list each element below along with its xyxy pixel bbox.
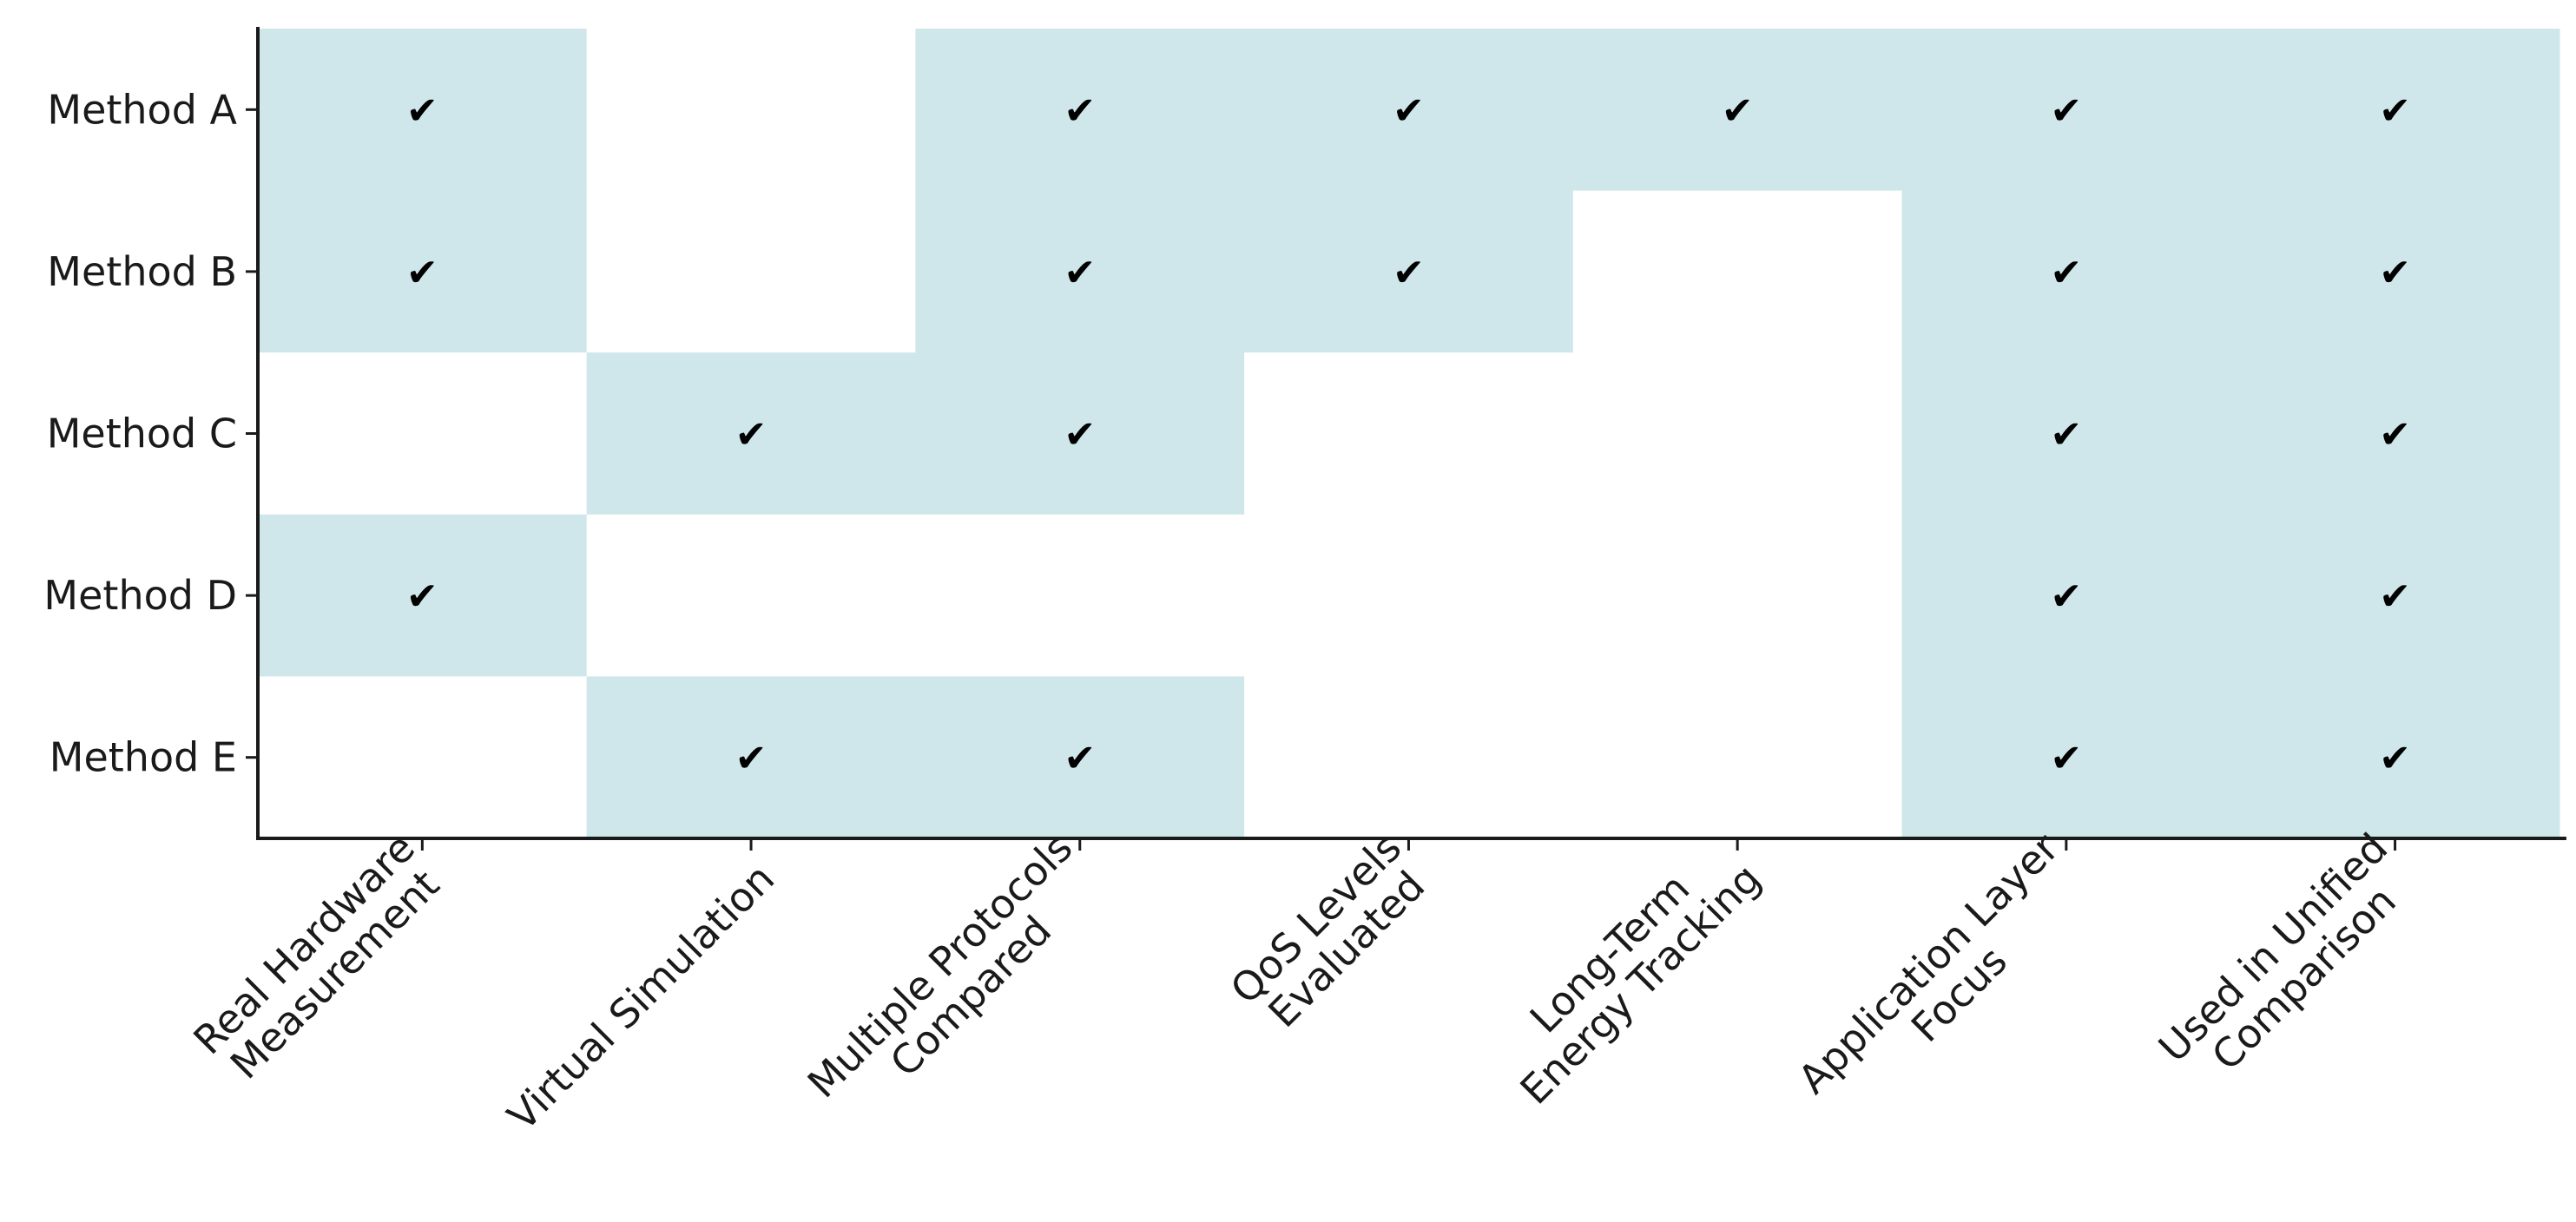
check-mark: ✔ (406, 251, 438, 295)
check-mark: ✔ (1722, 89, 1754, 133)
heatmap-cell (586, 29, 916, 192)
heatmap-cell (1244, 514, 1574, 677)
heatmap-cell (915, 676, 1245, 839)
check-mark: ✔ (1393, 89, 1425, 133)
heatmap-cell (1244, 29, 1574, 192)
heatmap-cell (1244, 352, 1574, 516)
check-mark: ✔ (406, 575, 438, 619)
column-label-line: Virtual Simulation (498, 855, 783, 1140)
heatmap-cell (1244, 676, 1574, 839)
check-mark: ✔ (2379, 737, 2411, 781)
row-label: Method B (47, 248, 237, 295)
check-mark: ✔ (406, 89, 438, 133)
heatmap-cell (1572, 190, 1903, 353)
heatmap-cell (586, 352, 916, 516)
heatmap-cell (1572, 352, 1903, 516)
column-label-line: Application Layer (1789, 825, 2068, 1103)
check-mark: ✔ (2050, 575, 2082, 619)
check-mark: ✔ (735, 737, 768, 781)
check-marks: ✔ ✔ ✔ ✔ ✔ ✔ ✔ ✔ ✔ ✔ ✔ ✔ ✔ ✔ ✔ ✔ ✔ ✔ ✔ ✔ ✔ ✔ (406, 89, 2411, 780)
heatmap-cell (2230, 352, 2560, 516)
heatmap-cell (586, 676, 916, 839)
check-mark: ✔ (2050, 413, 2082, 457)
column-label: Virtual Simulation (498, 855, 783, 1140)
check-mark: ✔ (2050, 737, 2082, 781)
check-mark: ✔ (735, 413, 768, 457)
heatmap-cell (1572, 676, 1903, 839)
heatmap-cell (1901, 29, 2231, 192)
row-label: Method C (47, 411, 237, 457)
column-label-line: Multiple Protocols (799, 825, 1082, 1107)
heatmap-cell (1901, 190, 2231, 353)
heatmap-cell (2230, 676, 2560, 839)
check-mark: ✔ (2379, 251, 2411, 295)
y-tick-labels: Method A Method B Method C Method D Method E (43, 86, 237, 780)
heatmap-cell (1901, 352, 2231, 516)
row-label: Method A (47, 86, 237, 133)
heatmap-cell (586, 190, 916, 353)
check-mark: ✔ (1064, 737, 1096, 781)
heatmap-cell (258, 190, 588, 353)
check-mark: ✔ (2379, 575, 2411, 619)
axes (246, 27, 2566, 851)
heatmap-cells (258, 29, 2560, 839)
heatmap-cell (915, 352, 1245, 516)
heatmap-cell (258, 676, 588, 839)
heatmap-cell (1901, 514, 2231, 677)
check-mark: ✔ (1064, 251, 1096, 295)
heatmap-cell (258, 352, 588, 516)
heatmap-cell (258, 29, 588, 192)
heatmap-cell (915, 514, 1245, 677)
check-mark: ✔ (1064, 413, 1096, 457)
check-mark: ✔ (1064, 89, 1096, 133)
check-mark: ✔ (2050, 251, 2082, 295)
heatmap-cell (915, 190, 1245, 353)
heatmap-cell (2230, 29, 2560, 192)
heatmap-cell (1901, 676, 2231, 839)
heatmap-cell (915, 29, 1245, 192)
row-label: Method E (49, 734, 237, 781)
check-mark: ✔ (2050, 89, 2082, 133)
heatmap-cell (586, 514, 916, 677)
check-mark: ✔ (2379, 413, 2411, 457)
heatmap-cell (1572, 29, 1903, 192)
heatmap-cell (2230, 190, 2560, 353)
heatmap-cell (258, 514, 588, 677)
heatmap-cell (1244, 190, 1574, 353)
heatmap-cell (1572, 514, 1903, 677)
row-label: Method D (43, 572, 237, 619)
check-mark: ✔ (2379, 89, 2411, 133)
check-mark: ✔ (1393, 251, 1425, 295)
heatmap-cell (2230, 514, 2560, 677)
